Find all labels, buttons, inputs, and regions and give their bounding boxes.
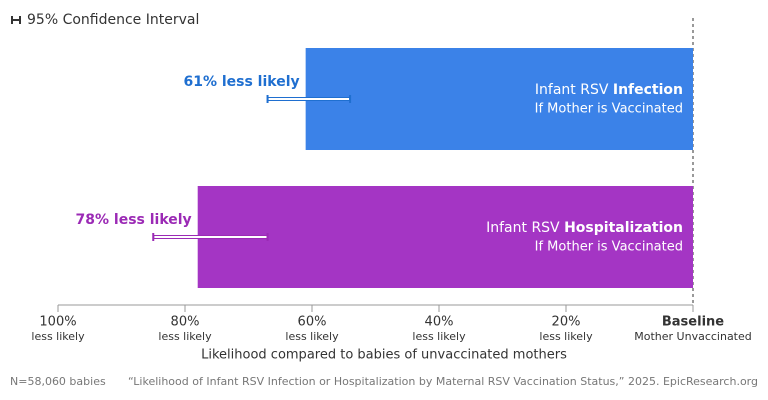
category-note: If Mother is Vaccinated: [535, 240, 683, 255]
source: “Likelihood of Infant RSV Infection or H…: [128, 375, 758, 388]
legend: 95% Confidence Interval: [11, 12, 199, 28]
x-tick-sublabel: Mother Unvaccinated: [634, 330, 752, 343]
value-label: 78% less likely: [76, 212, 192, 228]
x-tick-label: 20%: [552, 315, 581, 330]
category-note: If Mother is Vaccinated: [535, 102, 683, 117]
x-tick-label: 80%: [171, 315, 200, 330]
category-label: Infant RSV Infection: [535, 82, 683, 98]
category-label: Infant RSV Hospitalization: [486, 220, 683, 236]
footnote: N=58,060 babies: [10, 375, 106, 388]
category-prefix: Infant RSV: [535, 82, 609, 98]
x-tick-sublabel: less likely: [539, 330, 593, 343]
x-tick-label: Baseline: [662, 315, 724, 330]
value-label: 61% less likely: [183, 74, 299, 90]
x-tick-label: 100%: [39, 315, 76, 330]
bar: [197, 186, 693, 288]
legend-label: 95% Confidence Interval: [27, 12, 199, 28]
x-tick-label: 40%: [425, 315, 454, 330]
x-tick-label: 60%: [298, 315, 327, 330]
category-prefix: Infant RSV: [486, 220, 560, 236]
category-name: Hospitalization: [564, 220, 683, 236]
x-tick-sublabel: less likely: [412, 330, 466, 343]
bar: [305, 48, 693, 150]
x-tick-sublabel: less likely: [31, 330, 85, 343]
x-tick-sublabel: less likely: [158, 330, 212, 343]
category-name: Infection: [613, 82, 683, 98]
x-tick-sublabel: less likely: [285, 330, 339, 343]
x-axis-title: Likelihood compared to babies of unvacci…: [201, 348, 567, 363]
